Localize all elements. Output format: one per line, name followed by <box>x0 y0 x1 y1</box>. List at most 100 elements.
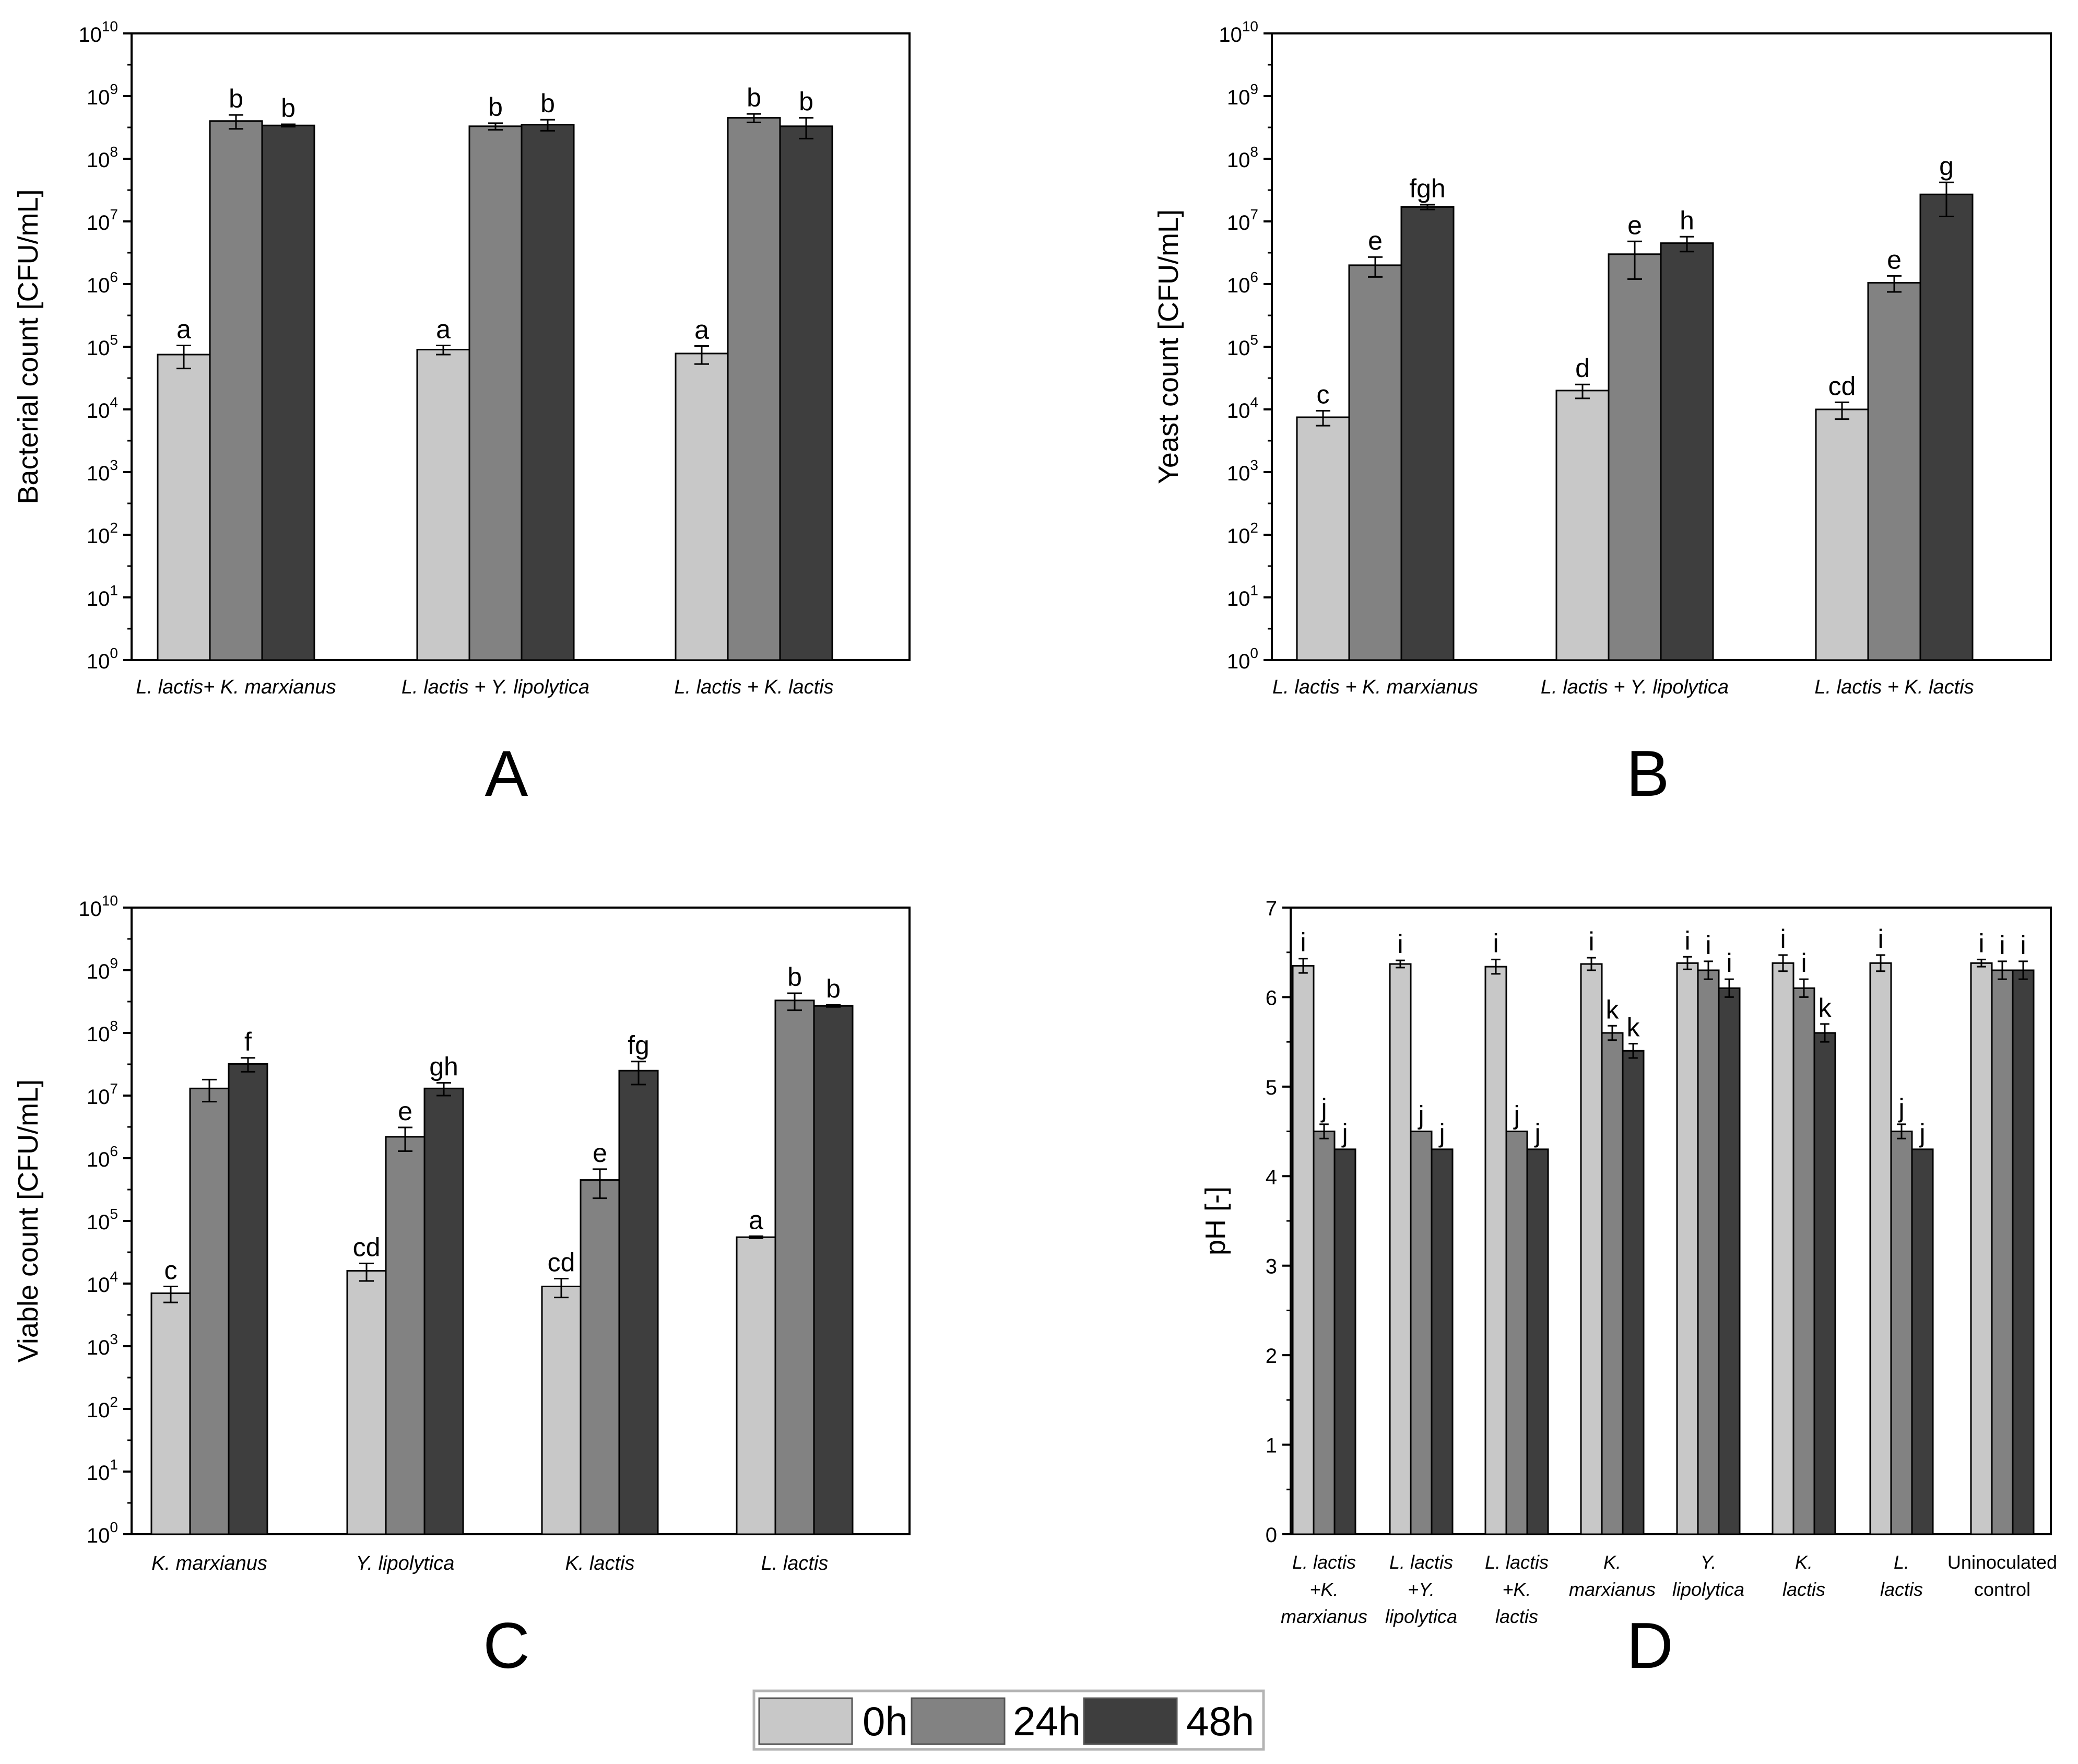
panel-a-significance-label: a <box>436 314 451 344</box>
panel-b-bar <box>1348 264 1402 661</box>
panel-b-significance-label: e <box>1887 245 1902 274</box>
panel-b-significance-label: d <box>1575 354 1590 383</box>
panel-c-category-label: K. marxianus <box>151 1553 267 1574</box>
panel-a-y-tick-label: 104 <box>87 394 118 422</box>
panel-c-bar <box>385 1136 426 1535</box>
panel-a-significance-label: b <box>281 93 296 123</box>
panel-c-significance-label: c <box>164 1255 178 1285</box>
panel-c-bar <box>580 1179 620 1535</box>
panel-d-category-label: K. lactis <box>1782 1551 1825 1600</box>
panel-a-y-tick-label: 108 <box>87 144 118 172</box>
panel-a-y-tick-label: 105 <box>87 332 118 360</box>
panel-a-significance-label: b <box>540 89 555 118</box>
panel-c-bar <box>189 1087 230 1535</box>
panel-a-y-tick-label: 1010 <box>78 18 118 46</box>
panel-b-y-tick-label: 106 <box>1227 269 1258 297</box>
panel-d-category-label: L. lactis <box>1880 1551 1923 1600</box>
panel-c-y-tick-label: 108 <box>87 1018 118 1046</box>
panel-d-bar <box>1991 969 2014 1535</box>
panel-b-bar <box>1296 416 1350 661</box>
panel-d-bar <box>1890 1131 1913 1535</box>
panel-d-bar <box>1333 1148 1356 1535</box>
panel-d-significance-label: j <box>1320 1093 1327 1123</box>
panel-b-bar <box>1400 206 1455 661</box>
panel-c-y-tick-label: 100 <box>87 1519 118 1547</box>
legend-swatch-0h <box>758 1697 853 1745</box>
panel-c-significance-label: b <box>826 974 841 1003</box>
panel-b-significance-label: e <box>1368 226 1383 255</box>
panel-d-significance-label: i <box>1493 928 1498 958</box>
panel-d-category-label: Uninoculated control <box>1947 1551 2057 1600</box>
panel-d-significance-label: i <box>1999 931 2005 960</box>
panel-b-y-tick-label: 104 <box>1227 394 1258 422</box>
panel-c-y-tick-label: 102 <box>87 1394 118 1422</box>
panel-d-significance-label: i <box>1705 931 1711 960</box>
panel-d-significance-label: j <box>1438 1119 1445 1148</box>
legend-label-48h: 48h <box>1186 1698 1254 1744</box>
panel-a-bar <box>157 354 211 661</box>
panel-c-bar <box>736 1236 776 1535</box>
panel-d-significance-label: i <box>1397 930 1403 959</box>
panel-b-bar <box>1608 253 1662 661</box>
panel-c-significance-label: f <box>244 1027 252 1056</box>
panel-a-significance-label: a <box>176 314 191 344</box>
panel-d-label: D <box>1626 1610 1673 1682</box>
panel-d-bar <box>1869 962 1892 1535</box>
panel-a-y-tick-label: 107 <box>87 206 118 234</box>
panel-a-bar <box>727 117 781 661</box>
panel-d-bar <box>1431 1148 1454 1535</box>
panel-c-bar <box>228 1063 268 1535</box>
panel-a-y-tick-label: 106 <box>87 269 118 297</box>
panel-c-y-tick-label: 104 <box>87 1268 118 1297</box>
panel-b-bar <box>1867 281 1921 661</box>
legend: 0h 24h 48h <box>752 1689 1265 1751</box>
panel-d-bar <box>1792 987 1815 1535</box>
panel-d-y-tick-label: 5 <box>1266 1076 1277 1099</box>
panel-a-y-tick-label: 101 <box>87 582 118 610</box>
panel-c-bar <box>541 1285 582 1535</box>
panel-d-bar <box>1410 1131 1433 1535</box>
panel-b-bar <box>1815 408 1869 661</box>
panel-d-y-tick-label: 1 <box>1266 1434 1277 1457</box>
panel-d-y-tick-label: 4 <box>1266 1166 1277 1189</box>
panel-c-chart: 100 101 102 103 104 105 106 107 108 109 1010 Viable… <box>13 892 911 1682</box>
panel-a-significance-label: b <box>799 87 813 116</box>
panel-b-y-tick-label: 105 <box>1227 332 1258 360</box>
panel-a-significance-label: b <box>229 84 243 113</box>
panel-d-significance-label: i <box>1300 928 1306 957</box>
panel-c-significance-label: b <box>787 962 802 992</box>
panel-d-significance-label: j <box>1341 1119 1348 1148</box>
panel-c-y-tick-label: 109 <box>87 955 118 983</box>
panel-b-category-label: L. lactis + K. lactis <box>1814 676 1974 698</box>
panel-d-bar <box>1313 1131 1336 1535</box>
panel-d-significance-label: j <box>1513 1101 1519 1130</box>
panel-a-bar <box>468 125 523 661</box>
panel-b-label: B <box>1626 738 1670 810</box>
panel-a-y-tick-label: 103 <box>87 457 118 485</box>
panel-b-y-tick-label: 1010 <box>1219 18 1258 46</box>
panel-d-bar <box>1970 962 1993 1535</box>
panel-c-bar <box>150 1292 191 1535</box>
panel-c-category-label: Y. lipolytica <box>356 1553 455 1574</box>
panel-c-y-axis-label: Viable count [CFU/mL] <box>13 1079 44 1362</box>
panel-a-category-label: L. lactis + K. lactis <box>674 676 833 698</box>
panel-b-y-tick-label: 101 <box>1227 582 1258 610</box>
panel-c-significance-label: gh <box>429 1052 458 1081</box>
panel-d-category-label: L. lactis +Y. lipolytica <box>1385 1551 1457 1627</box>
panel-d-significance-label: i <box>2020 931 2026 960</box>
panel-a-bar <box>521 124 575 661</box>
panel-d-bar <box>1772 962 1794 1535</box>
panel-d-significance-label: i <box>1801 948 1807 978</box>
panel-d-y-tick-label: 0 <box>1266 1524 1277 1547</box>
panel-b-y-tick-label: 103 <box>1227 457 1258 485</box>
panel-b-significance-label: e <box>1627 210 1642 240</box>
panel-a-y-tick-label: 109 <box>87 81 118 109</box>
panel-d-significance-label: i <box>1684 926 1690 955</box>
panel-c-significance-label: e <box>398 1097 412 1126</box>
panel-d-y-tick-label: 7 <box>1266 897 1277 920</box>
panel-d-significance-label: j <box>1417 1101 1424 1130</box>
panel-d-category-label: L. lactis +K. lactis <box>1485 1551 1549 1627</box>
panel-c-y-tick-label: 103 <box>87 1331 118 1359</box>
panel-c-category-label: L. lactis <box>761 1553 829 1574</box>
